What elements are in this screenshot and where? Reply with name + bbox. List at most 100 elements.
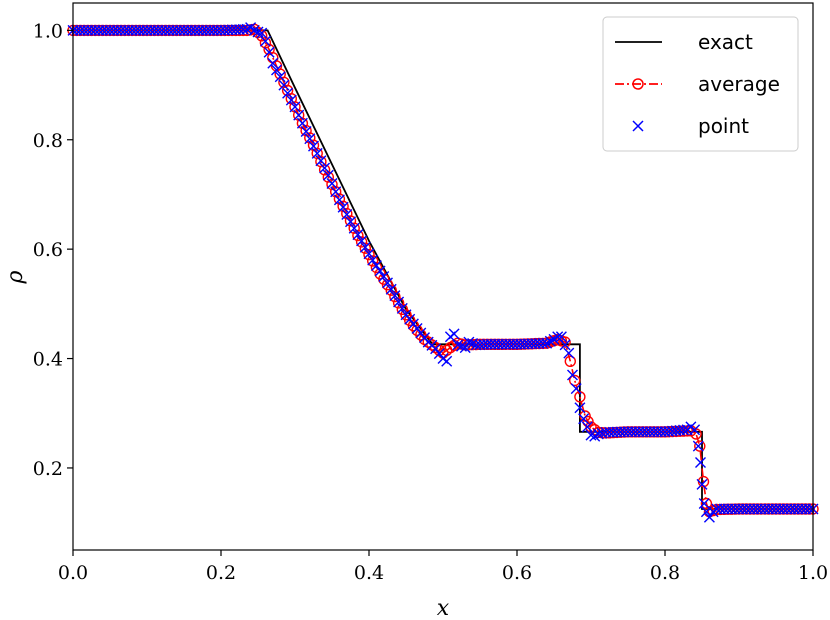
- point-marker-stroke: [300, 126, 312, 137]
- average-point: [492, 338, 505, 350]
- point-marker-stroke: [252, 26, 264, 38]
- x-tick-label: 0.6: [502, 562, 532, 584]
- point-marker: [459, 342, 471, 354]
- point-marker-stroke: [456, 340, 467, 352]
- legend-marker-average: [632, 78, 644, 90]
- x-tick-label: 0.4: [354, 562, 384, 584]
- point-marker-stroke: [674, 424, 686, 436]
- y-tick-label: 0.8: [33, 130, 63, 152]
- average-point: [363, 248, 375, 261]
- average-point: [481, 338, 494, 350]
- average-point: [637, 426, 649, 438]
- average-point: [751, 503, 764, 515]
- point-marker-stroke: [559, 339, 571, 351]
- point-marker: [456, 340, 467, 352]
- point-marker: [441, 355, 453, 367]
- average-point: [629, 426, 642, 438]
- average-point: [156, 24, 168, 37]
- legend-item-point: point: [632, 114, 749, 138]
- point-marker-stroke: [515, 338, 527, 350]
- average-point: [744, 503, 756, 515]
- x-axis-label: x: [437, 596, 450, 620]
- average-point: [181, 24, 194, 37]
- point-marker-stroke: [596, 427, 608, 439]
- point-marker: [311, 147, 323, 159]
- x-tick-label: 0.2: [206, 562, 236, 584]
- average-point: [85, 24, 98, 37]
- point-marker: [367, 254, 379, 266]
- average-point: [618, 426, 630, 438]
- point-marker: [359, 241, 371, 253]
- point-marker: [370, 260, 382, 272]
- average-point: [355, 236, 368, 248]
- point-marker: [296, 117, 308, 129]
- average-point: [755, 503, 767, 515]
- x-tick-label: 1.0: [798, 562, 828, 584]
- point-marker-stroke: [311, 147, 323, 159]
- average-point: [626, 426, 638, 438]
- point-marker: [570, 383, 582, 395]
- point-marker: [544, 335, 556, 347]
- average-point: [569, 374, 581, 387]
- point-marker-stroke: [696, 478, 708, 490]
- point-marker-stroke: [304, 133, 316, 145]
- point-marker: [378, 271, 390, 282]
- average-point: [207, 24, 220, 37]
- average-point: [422, 336, 434, 348]
- point-marker-stroke: [670, 425, 682, 437]
- point-marker: [393, 296, 405, 308]
- point-marker-stroke: [330, 186, 342, 198]
- point-marker-stroke: [585, 429, 597, 441]
- average-point: [89, 24, 101, 37]
- point-marker-stroke: [374, 265, 386, 277]
- point-marker-stroke: [315, 155, 327, 167]
- series-average-line: [73, 28, 813, 513]
- y-tick-label: 0.2: [33, 458, 63, 480]
- point-marker: [385, 283, 397, 295]
- point-marker-stroke: [552, 331, 564, 343]
- point-marker: [267, 57, 279, 69]
- point-marker: [567, 369, 578, 381]
- point-marker-stroke: [563, 347, 575, 359]
- point-marker-stroke: [352, 229, 364, 241]
- point-marker-stroke: [348, 222, 360, 234]
- point-marker-stroke: [319, 162, 331, 174]
- point-marker: [315, 155, 327, 167]
- average-point: [144, 24, 157, 37]
- average-point: [193, 24, 205, 37]
- average-point: [159, 24, 172, 37]
- point-marker: [304, 133, 316, 145]
- point-marker: [695, 457, 706, 468]
- point-marker-stroke: [382, 277, 393, 289]
- point-marker: [278, 79, 290, 91]
- point-marker-stroke: [430, 343, 442, 355]
- point-marker: [452, 339, 464, 351]
- average-point: [651, 426, 664, 438]
- point-marker-stroke: [308, 140, 319, 152]
- point-marker-stroke: [263, 46, 275, 58]
- point-marker-stroke: [570, 383, 582, 395]
- point-marker-stroke: [459, 342, 471, 354]
- average-point: [392, 297, 405, 309]
- point-marker: [356, 235, 368, 247]
- average-point: [759, 503, 771, 515]
- point-marker-stroke: [470, 339, 482, 351]
- average-point: [96, 24, 109, 37]
- point-marker-stroke: [293, 109, 305, 121]
- point-marker-stroke: [248, 24, 260, 36]
- average-point: [511, 338, 523, 350]
- average-point: [485, 338, 497, 350]
- point-marker-stroke: [234, 24, 245, 36]
- average-point: [526, 338, 538, 350]
- point-marker-stroke: [278, 79, 290, 91]
- average-point: [93, 24, 105, 37]
- point-marker: [396, 302, 408, 314]
- average-point: [141, 24, 153, 37]
- point-marker: [322, 169, 334, 181]
- point-marker-stroke: [389, 290, 401, 302]
- point-marker-stroke: [541, 337, 553, 349]
- point-marker-stroke: [555, 331, 567, 343]
- point-marker: [537, 337, 549, 349]
- point-marker-stroke: [296, 117, 308, 129]
